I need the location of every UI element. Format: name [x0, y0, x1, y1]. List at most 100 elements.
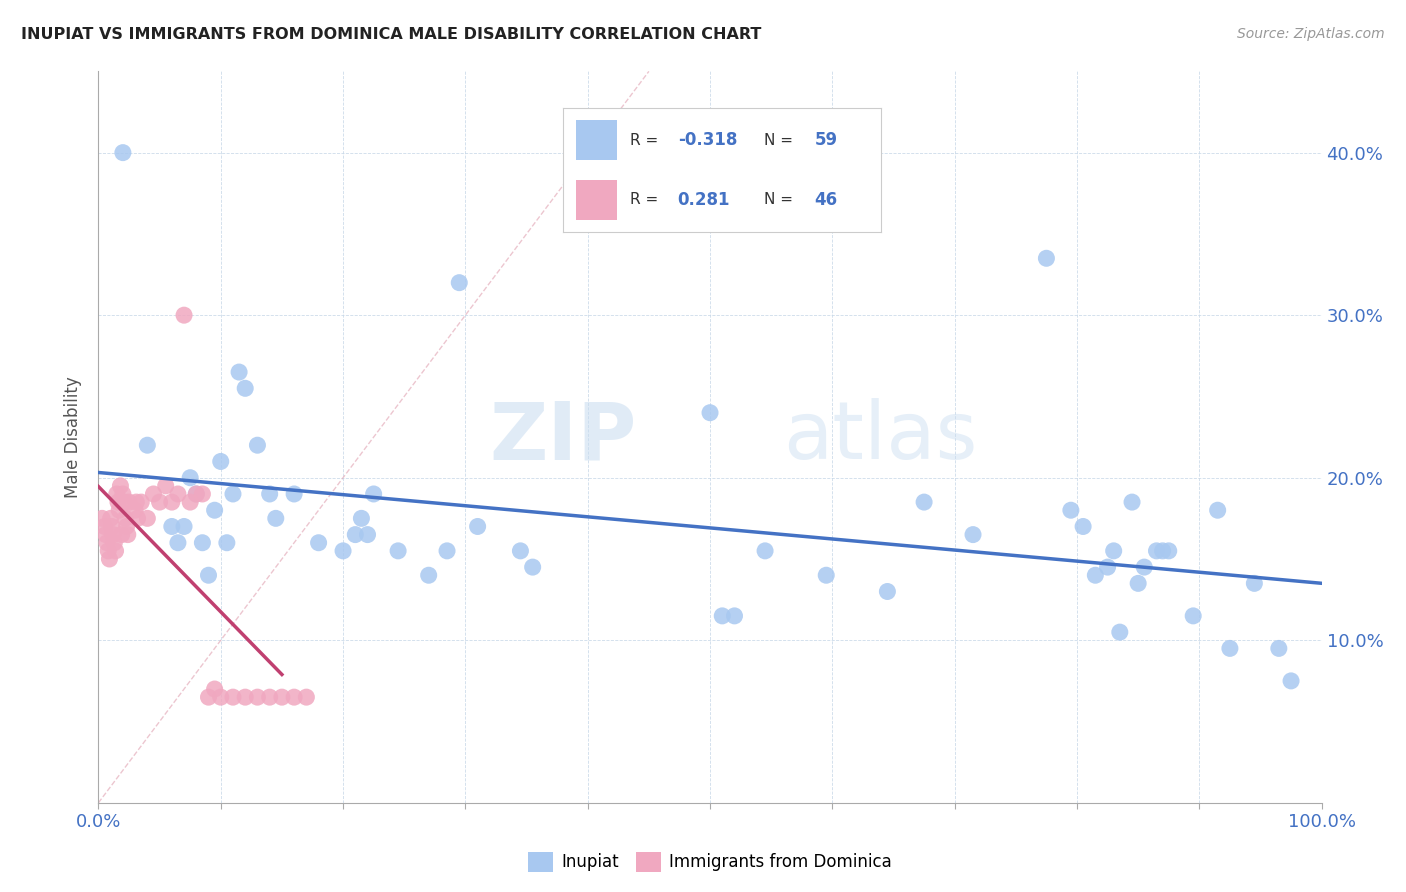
Point [129, 495, 152, 509]
Point [363, 487, 385, 501]
Point [100, 511, 122, 525]
Point [191, 487, 214, 501]
Legend: Inupiat, Immigrants from Dominica: Inupiat, Immigrants from Dominica [522, 845, 898, 879]
Point [209, 690, 232, 705]
Point [754, 544, 776, 558]
Point [1279, 673, 1302, 688]
Point [1219, 641, 1241, 656]
Point [160, 495, 183, 509]
Point [1121, 495, 1143, 509]
Point [209, 454, 232, 468]
Point [197, 568, 219, 582]
Point [222, 690, 245, 705]
Point [1084, 568, 1107, 582]
Point [124, 503, 146, 517]
Point [114, 511, 136, 525]
Point [1146, 544, 1168, 558]
Point [101, 527, 124, 541]
Point [509, 544, 531, 558]
Point [344, 527, 367, 541]
Point [723, 608, 745, 623]
Point [222, 487, 245, 501]
Point [204, 681, 226, 696]
Point [1243, 576, 1265, 591]
Text: INUPIAT VS IMMIGRANTS FROM DOMINICA MALE DISABILITY CORRELATION CHART: INUPIAT VS IMMIGRANTS FROM DOMINICA MALE… [21, 27, 762, 42]
Point [173, 308, 195, 322]
Point [1060, 503, 1083, 517]
Point [259, 690, 281, 705]
Text: R =: R = [630, 193, 664, 208]
Point [1133, 560, 1156, 574]
Point [522, 560, 544, 574]
Point [125, 495, 148, 509]
Point [104, 544, 127, 558]
Point [246, 690, 269, 705]
Point [1108, 625, 1130, 640]
Point [332, 544, 354, 558]
Point [98, 552, 121, 566]
Point [436, 544, 458, 558]
Point [1268, 641, 1291, 656]
Point [111, 527, 134, 541]
Point [246, 438, 269, 452]
Bar [576, 180, 617, 219]
Point [105, 487, 128, 501]
Point [167, 487, 190, 501]
Point [108, 503, 131, 517]
Point [1182, 608, 1205, 623]
Point [1097, 560, 1119, 574]
Point [136, 511, 159, 525]
Point [160, 519, 183, 533]
Point [215, 535, 238, 549]
Point [283, 487, 305, 501]
Point [103, 535, 125, 549]
Point [179, 495, 201, 509]
Point [356, 527, 378, 541]
Point [96, 535, 118, 549]
Point [876, 584, 898, 599]
Point [204, 503, 226, 517]
Point [112, 495, 135, 509]
Text: N =: N = [763, 193, 797, 208]
Point [295, 690, 318, 705]
Text: N =: N = [763, 133, 797, 148]
Point [111, 487, 134, 501]
Text: atlas: atlas [783, 398, 977, 476]
Point [149, 495, 172, 509]
Point [264, 511, 287, 525]
Point [350, 511, 373, 525]
Text: 59: 59 [814, 131, 838, 149]
Point [1035, 252, 1057, 266]
Point [101, 519, 124, 533]
Point [228, 365, 250, 379]
Point [1128, 576, 1150, 591]
Text: 46: 46 [814, 191, 838, 209]
Text: R =: R = [630, 133, 664, 148]
Point [115, 519, 138, 533]
Point [167, 535, 190, 549]
Point [94, 527, 117, 541]
Point [118, 495, 141, 509]
Point [387, 544, 409, 558]
Point [711, 608, 734, 623]
Point [233, 381, 256, 395]
Point [233, 690, 256, 705]
Point [283, 690, 305, 705]
Point [111, 145, 134, 160]
Point [308, 535, 330, 549]
Point [186, 487, 208, 501]
Point [1152, 544, 1174, 558]
Point [259, 487, 281, 501]
Point [418, 568, 440, 582]
Point [142, 487, 165, 501]
Point [1071, 519, 1094, 533]
Point [815, 568, 838, 582]
Point [136, 438, 159, 452]
Point [117, 527, 139, 541]
Point [449, 276, 471, 290]
Point [97, 544, 120, 558]
Text: 0.281: 0.281 [678, 191, 730, 209]
Text: -0.318: -0.318 [678, 131, 737, 149]
Bar [576, 120, 617, 161]
Point [110, 479, 132, 493]
